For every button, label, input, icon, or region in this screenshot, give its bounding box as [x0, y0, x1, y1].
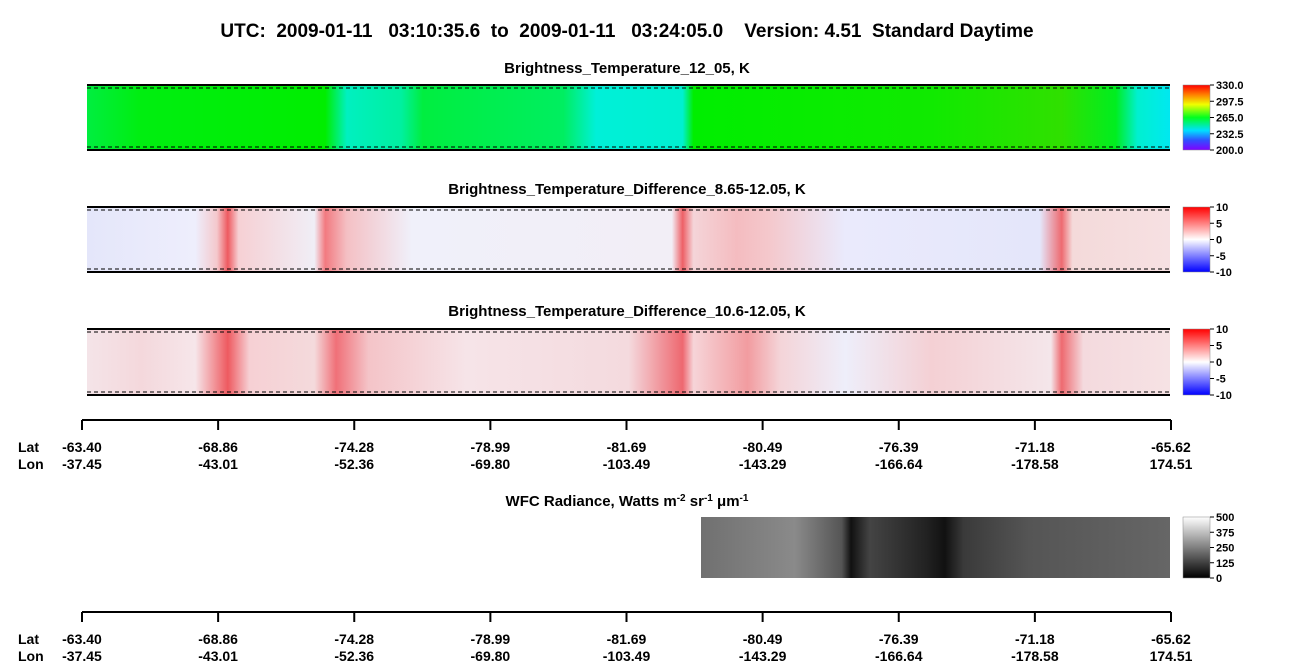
- colorbar-tick-label: 200.0: [1216, 145, 1244, 157]
- colorbar-tick-label: 265.0: [1216, 113, 1244, 125]
- lon-label: -166.64: [875, 648, 923, 664]
- colorbar-tick-label: 10: [1216, 202, 1228, 214]
- lon-label: -37.45: [62, 648, 102, 664]
- lat-label: -80.49: [743, 439, 783, 455]
- lat-label: -76.39: [879, 631, 919, 647]
- image-strip: [87, 207, 1170, 272]
- lon-label: -52.36: [334, 456, 374, 472]
- lat-label: -74.28: [334, 439, 374, 455]
- colorbar: [1182, 206, 1211, 273]
- lon-label: -43.01: [198, 648, 238, 664]
- colorbar-tick-label: 5: [1216, 218, 1222, 230]
- lat-label: -71.18: [1015, 631, 1055, 647]
- lon-label: 174.51: [1150, 648, 1193, 664]
- lon-label: -166.64: [875, 456, 923, 472]
- colorbar-tick-label: -10: [1216, 390, 1232, 402]
- lat-label: -78.99: [471, 439, 511, 455]
- colorbar: [1182, 328, 1211, 396]
- axis-row-label: Lon: [18, 456, 44, 472]
- colorbar-tick-label: 500: [1216, 512, 1234, 524]
- title-part: WFC Radiance, Watts m: [506, 493, 677, 510]
- lat-label: -71.18: [1015, 439, 1055, 455]
- axis-row-label: Lat: [18, 631, 39, 647]
- lon-label: -37.45: [62, 456, 102, 472]
- panel-title: WFC Radiance, Watts m-2 sr-1 μm-1: [506, 493, 749, 511]
- colorbar-tick-label: 232.5: [1216, 129, 1244, 141]
- lat-label: -68.86: [198, 631, 238, 647]
- lat-label: -80.49: [743, 631, 783, 647]
- colorbar-tick-label: -10: [1216, 267, 1232, 279]
- lat-label: -78.99: [471, 631, 511, 647]
- lon-label: -43.01: [198, 456, 238, 472]
- panel-title: Brightness_Temperature_Difference_8.65-1…: [448, 181, 806, 198]
- colorbar-tick-label: 0: [1216, 573, 1222, 585]
- title-part: -1: [740, 493, 749, 504]
- colorbar-tick-label: 375: [1216, 527, 1234, 539]
- lon-label: -69.80: [471, 456, 511, 472]
- colorbar-tick-label: 5: [1216, 341, 1222, 353]
- colorbar: [1182, 516, 1211, 579]
- colorbar-tick-label: -5: [1216, 251, 1226, 263]
- lon-label: -178.58: [1011, 648, 1059, 664]
- lat-label: -76.39: [879, 439, 919, 455]
- axis-row-label: Lat: [18, 439, 39, 455]
- lat-label: -65.62: [1151, 631, 1191, 647]
- lat-label: -81.69: [607, 631, 647, 647]
- lon-label: -143.29: [739, 648, 787, 664]
- colorbar-tick-label: 125: [1216, 558, 1234, 570]
- axis-row-label: Lon: [18, 648, 44, 664]
- figure-title: UTC: 2009-01-11 03:10:35.6 to 2009-01-11…: [220, 21, 1033, 42]
- colorbar-tick-label: 250: [1216, 543, 1234, 555]
- colorbar-tick-label: 297.5: [1216, 96, 1244, 108]
- lon-label: 174.51: [1150, 456, 1193, 472]
- lon-label: -143.29: [739, 456, 787, 472]
- panel-title: Brightness_Temperature_12_05, K: [504, 60, 750, 77]
- colorbar-tick-label: -5: [1216, 374, 1226, 386]
- lon-label: -103.49: [603, 648, 651, 664]
- lon-label: -69.80: [471, 648, 511, 664]
- title-part: -1: [704, 493, 713, 504]
- image-strip: [87, 85, 1170, 150]
- lon-label: -52.36: [334, 648, 374, 664]
- colorbar-tick-label: 0: [1216, 235, 1222, 247]
- colorbar-tick-label: 10: [1216, 324, 1228, 336]
- title-part: sr: [686, 493, 705, 510]
- lat-label: -63.40: [62, 631, 102, 647]
- lat-label: -68.86: [198, 439, 238, 455]
- colorbar-tick-label: 330.0: [1216, 80, 1244, 92]
- title-part: -2: [677, 493, 686, 504]
- title-part: μm: [713, 493, 740, 510]
- lon-label: -178.58: [1011, 456, 1059, 472]
- image-strip: [87, 329, 1170, 395]
- colorbar-tick-label: 0: [1216, 357, 1222, 369]
- colorbar: [1182, 84, 1211, 151]
- lat-label: -74.28: [334, 631, 374, 647]
- lat-label: -65.62: [1151, 439, 1191, 455]
- image-strip: [701, 517, 1170, 578]
- lat-label: -81.69: [607, 439, 647, 455]
- lon-label: -103.49: [603, 456, 651, 472]
- lat-label: -63.40: [62, 439, 102, 455]
- panel-title: Brightness_Temperature_Difference_10.6-1…: [448, 303, 806, 320]
